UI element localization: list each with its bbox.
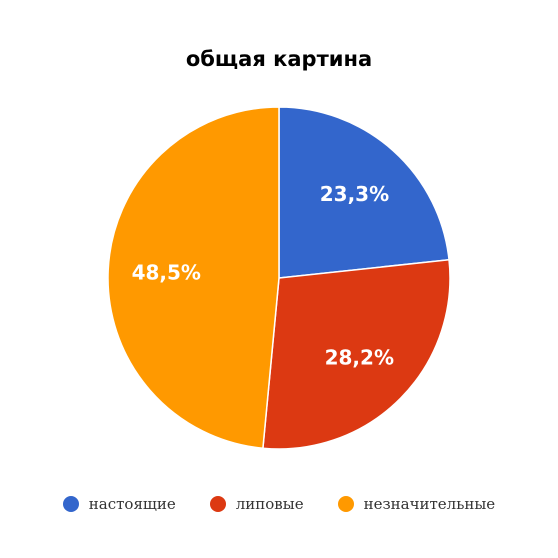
legend-item-nastoyashchie[interactable]: настоящие [62,495,176,513]
pie-slice-label-1: 28,2% [325,345,394,369]
pie-slices [107,106,451,450]
legend-label: липовые [235,495,304,513]
pie-slice-0[interactable] [278,106,450,279]
legend-label: настоящие [88,495,176,513]
legend: настоящие липовые незначительные [0,492,558,516]
pie-slice-2[interactable] [107,106,280,450]
legend-swatch-icon [62,496,79,512]
legend-label: незначительные [363,495,496,513]
pie-slice-1[interactable] [262,258,451,450]
pie-slice-label-2: 48,5% [132,261,201,285]
legend-item-neznachitelnye[interactable]: незначительные [337,495,496,513]
chart-title: общая картина [185,47,373,71]
legend-swatch-icon [337,496,354,512]
legend-item-lipovye[interactable]: липовые [209,495,304,513]
legend-swatch-icon [209,496,226,512]
pie-slice-label-0: 23,3% [320,182,389,206]
pie-labels: 23,3% 28,2% 48,5% [132,182,394,369]
